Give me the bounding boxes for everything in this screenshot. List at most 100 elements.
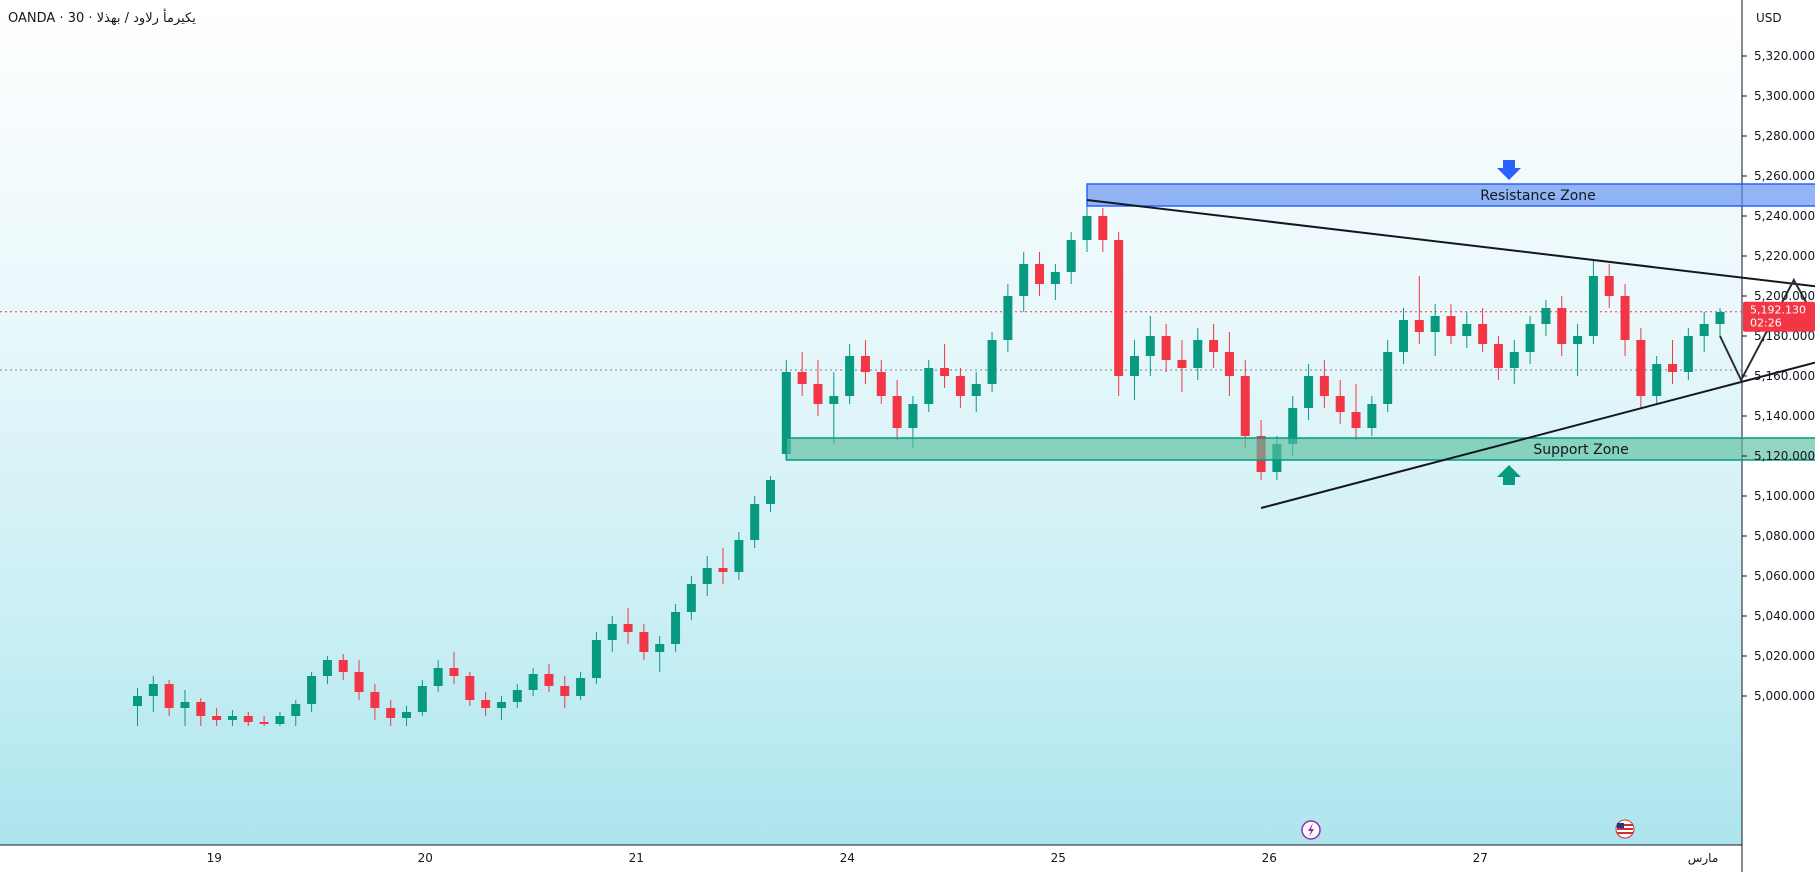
candle[interactable] [1319,360,1329,408]
candle[interactable] [1240,360,1250,448]
zone-box[interactable] [1086,183,1815,207]
currency-label[interactable]: USD [1756,11,1782,25]
zone-box[interactable] [785,437,1815,461]
candle[interactable] [924,360,934,412]
symbol-title[interactable]: OANDA · 30 · يكيرمأ رلاود / بهذلا [8,8,196,26]
candle[interactable] [259,716,269,726]
candle[interactable] [1003,284,1013,352]
lightning-icon[interactable] [1301,820,1321,840]
candle[interactable] [686,576,696,620]
candle[interactable] [1636,328,1646,408]
candle[interactable] [1351,384,1361,440]
candle[interactable] [433,660,443,692]
candle[interactable] [702,556,712,596]
candle[interactable] [1462,312,1472,348]
candle[interactable] [576,672,586,700]
candle[interactable] [1683,328,1693,380]
candle[interactable] [1035,252,1045,296]
candle[interactable] [1557,296,1567,356]
candle[interactable] [1509,340,1519,384]
candle[interactable] [544,664,554,692]
candle[interactable] [718,548,728,584]
candle[interactable] [528,668,538,696]
trendline[interactable] [1260,310,1815,509]
candle[interactable] [1399,308,1408,364]
candle[interactable] [1430,304,1440,356]
candle[interactable] [1177,340,1187,392]
candle[interactable] [243,712,253,726]
candle[interactable] [1652,356,1662,404]
candle[interactable] [164,680,174,716]
candlestick-series[interactable] [133,196,1725,726]
candle[interactable] [1668,340,1678,384]
candle[interactable] [1098,208,1108,252]
candle[interactable] [1066,232,1076,284]
candle[interactable] [560,676,570,708]
candle[interactable] [671,604,681,652]
candle[interactable] [639,624,649,660]
candle[interactable] [1224,332,1234,396]
candle[interactable] [417,680,427,716]
candle[interactable] [734,532,744,580]
candle[interactable] [1478,308,1488,352]
candle[interactable] [465,672,475,706]
candle[interactable] [955,368,965,408]
candle[interactable] [1715,308,1725,336]
us-flag-icon[interactable] [1615,819,1635,839]
candle[interactable] [1414,276,1424,344]
candle[interactable] [940,344,950,388]
candle[interactable] [1573,324,1583,376]
candle[interactable] [496,696,506,720]
candle[interactable] [1446,304,1456,344]
candle[interactable] [845,344,855,404]
price-axis-panel[interactable] [1742,0,1815,872]
candle[interactable] [829,372,839,444]
candle[interactable] [1019,252,1029,312]
candle[interactable] [1193,328,1203,380]
candle[interactable] [1588,260,1598,344]
candle[interactable] [1383,340,1393,412]
candle[interactable] [1145,316,1155,376]
candle[interactable] [133,688,142,726]
candle[interactable] [1620,284,1630,356]
candle[interactable] [987,332,997,392]
candle[interactable] [750,496,760,548]
candle[interactable] [338,654,348,680]
candle[interactable] [1161,324,1171,372]
candle[interactable] [1367,396,1377,436]
candle[interactable] [481,692,491,716]
candle[interactable] [1129,340,1139,400]
candle[interactable] [386,700,396,726]
candle[interactable] [876,360,886,404]
candle[interactable] [1699,312,1709,352]
candle[interactable] [370,684,380,720]
candle[interactable] [402,706,412,726]
candle[interactable] [971,372,981,412]
candle[interactable] [449,652,459,684]
candle[interactable] [1604,264,1614,308]
projection-path[interactable] [1719,277,1815,458]
candle[interactable] [591,632,601,684]
candle[interactable] [797,352,807,396]
candle[interactable] [1525,316,1535,364]
candle[interactable] [307,672,317,712]
candle[interactable] [275,712,285,726]
candle[interactable] [607,616,617,652]
candle[interactable] [180,690,190,726]
candle[interactable] [860,340,870,384]
candle[interactable] [227,710,237,726]
candle[interactable] [212,708,222,726]
candle[interactable] [813,360,823,416]
candle[interactable] [291,700,301,726]
candle[interactable] [512,684,522,708]
candle[interactable] [766,476,775,512]
candle[interactable] [354,660,364,700]
candle[interactable] [1335,380,1345,424]
candle[interactable] [1304,364,1314,420]
candle[interactable] [655,636,665,672]
candle[interactable] [1050,264,1060,300]
